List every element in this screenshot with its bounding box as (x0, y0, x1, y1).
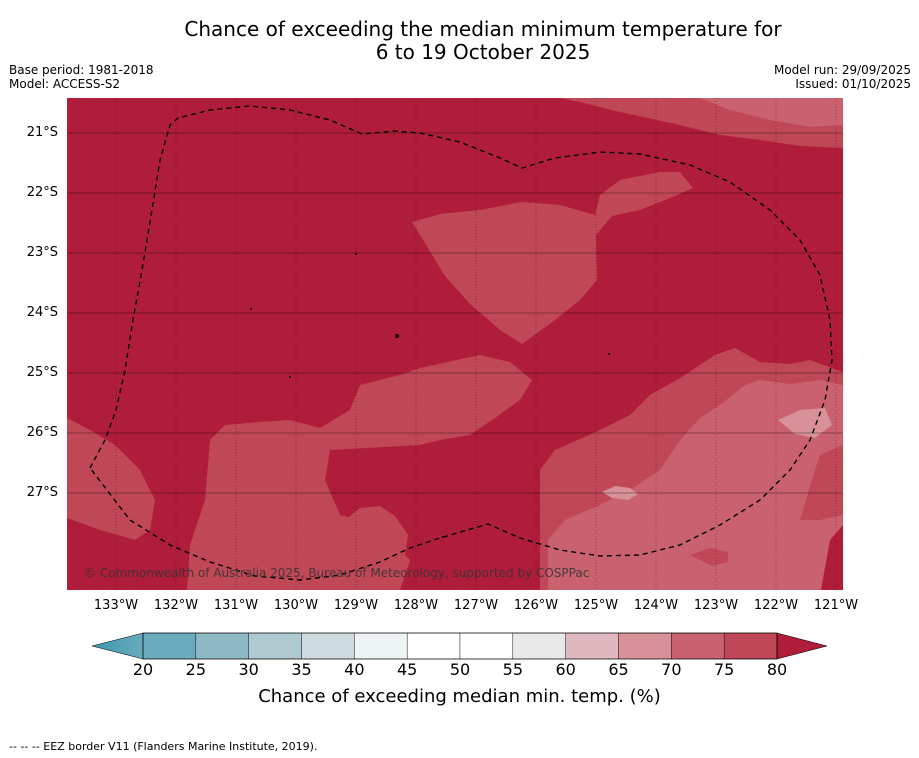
zone-65-spot (602, 486, 638, 500)
colorbar-low-extend (91, 632, 144, 660)
island (395, 334, 399, 338)
island (442, 536, 444, 538)
islands (250, 253, 610, 538)
colorbar-bin (301, 632, 355, 660)
lon-label: 122°W (753, 598, 799, 613)
colorbar-bin (618, 632, 672, 660)
lat-label: 25°S (26, 365, 58, 380)
zone-70-se (548, 380, 843, 590)
zone-75-sw (67, 418, 155, 540)
graticule (67, 132, 843, 494)
island (289, 376, 291, 378)
colorbar-tick-label: 30 (238, 660, 259, 679)
eez-border (89, 105, 833, 581)
zone-75-central (412, 172, 693, 344)
colorbar-bin (248, 632, 302, 660)
lat-label: 24°S (26, 305, 58, 320)
colorbar-tick-label: 45 (396, 660, 418, 679)
zone-75-south (187, 355, 532, 590)
lon-label: 130°W (273, 598, 319, 613)
colorbar-tick-label: 75 (713, 660, 735, 679)
lon-label: 126°W (513, 598, 559, 613)
lat-label: 22°S (26, 185, 58, 200)
colorbar-tick-label: 70 (661, 660, 682, 679)
map-title: Chance of exceeding the median minimum t… (0, 18, 919, 64)
colorbar-bin (723, 632, 778, 660)
title-line-1: Chance of exceeding the median minimum t… (184, 17, 782, 41)
meridians (115, 98, 837, 590)
colorbar-tick-label: 65 (608, 660, 629, 679)
lon-label: 121°W (813, 598, 859, 613)
model-name: Model: ACCESS-S2 (9, 77, 121, 91)
lon-label: 129°W (333, 598, 379, 613)
base-period: Base period: 1981-2018 (9, 63, 154, 77)
zone-75-small (345, 506, 408, 566)
colorbar-bin (512, 632, 566, 660)
lat-label: 26°S (26, 425, 58, 440)
lon-label: 132°W (153, 598, 199, 613)
colorbar-tick-label: 55 (502, 660, 523, 679)
colorbar-tick-label: 25 (185, 660, 206, 679)
copyright-text: © Commonwealth of Australia 2025, Bureau… (84, 566, 589, 580)
lon-label: 127°W (453, 598, 499, 613)
lon-label: 125°W (573, 598, 619, 613)
zone-75-spot (690, 548, 728, 566)
lon-label: 128°W (393, 598, 439, 613)
island (608, 353, 610, 355)
model-run: Model run: 29/09/2025 (773, 63, 911, 77)
colorbar-bin (195, 632, 249, 660)
colorbar-tick-label: 40 (344, 660, 365, 679)
eez-legend-note: -- -- -- EEZ border V11 (Flanders Marine… (9, 740, 318, 753)
lon-label: 123°W (693, 598, 739, 613)
zone-70-ne (700, 98, 843, 127)
lon-label: 124°W (633, 598, 679, 613)
colorbar-bin (354, 632, 408, 660)
colorbar-frame (142, 632, 778, 660)
zone-80-se-corner (821, 525, 843, 590)
title-line-2: 6 to 19 October 2025 (375, 40, 591, 64)
lon-label: 131°W (213, 598, 259, 613)
island (355, 253, 357, 255)
issued-date: Issued: 01/10/2025 (795, 77, 911, 91)
colorbar-tick-label: 35 (291, 660, 312, 679)
colorbar-bin (459, 632, 514, 660)
lat-label: 27°S (26, 485, 58, 500)
colorbar-tick-label: 80 (766, 660, 788, 679)
colorbar-high-extend (776, 632, 828, 660)
colorbar-title: Chance of exceeding median min. temp. (%… (258, 686, 661, 707)
colorbar-tick-label: 50 (449, 660, 471, 679)
lat-label: 21°S (26, 125, 58, 140)
lon-label: 133°W (93, 598, 139, 613)
meta-right: Model run: 29/09/2025 Issued: 01/10/2025 (774, 63, 911, 91)
map-area: © Commonwealth of Australia 2025, Bureau… (67, 98, 843, 590)
colorbar-bin (406, 632, 461, 660)
island (250, 308, 252, 310)
colorbar-bin (671, 632, 725, 660)
lat-label: 23°S (26, 245, 58, 260)
colorbar-tick-label: 60 (555, 660, 576, 679)
colorbar-bin (565, 632, 619, 660)
colorbar-bins (142, 632, 778, 660)
colorbar (91, 632, 828, 660)
colorbar-bin (142, 632, 197, 660)
colorbar-tick-label: 20 (132, 660, 154, 679)
meta-left: Base period: 1981-2018 Model: ACCESS-S2 (9, 63, 154, 91)
